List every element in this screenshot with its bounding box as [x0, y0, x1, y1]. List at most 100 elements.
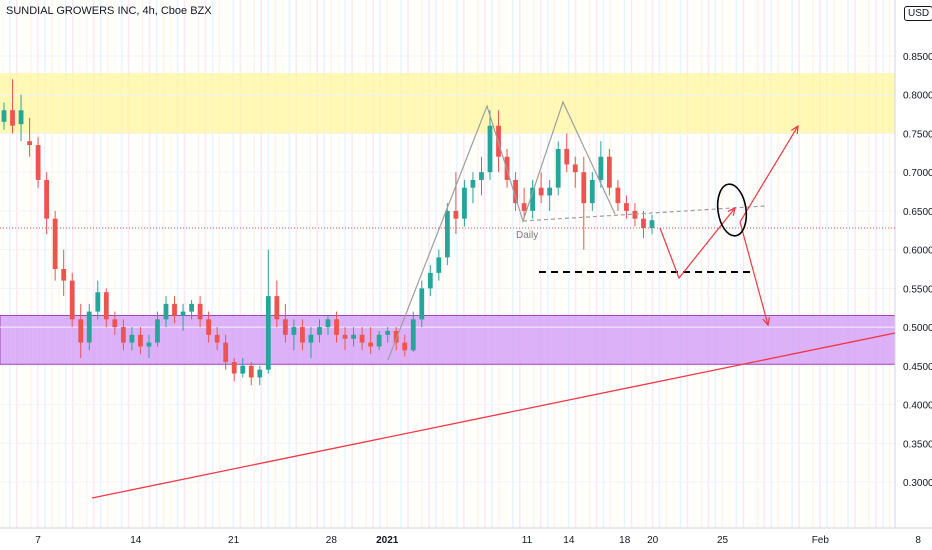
session-stripe: [539, 0, 542, 528]
candle-body: [10, 110, 15, 126]
candle-body: [641, 218, 646, 228]
session-stripe: [763, 0, 766, 528]
candle-body: [581, 172, 587, 204]
bear-arrowhead: [762, 317, 771, 327]
candle-body: [180, 311, 186, 316]
y-tick-label: 0.3500: [903, 439, 932, 450]
y-tick-label: 0.8000: [903, 91, 932, 102]
candle-body: [632, 210, 638, 219]
candle-body: [325, 319, 331, 328]
candle-body: [155, 319, 160, 343]
candle-body: [27, 141, 32, 146]
session-stripe: [246, 0, 249, 528]
y-tick-label: 0.8500: [903, 52, 932, 63]
session-stripe: [784, 0, 787, 528]
candle-body: [589, 179, 595, 204]
candle-body: [103, 292, 109, 320]
candle-body: [427, 272, 433, 289]
session-stripe: [616, 0, 619, 528]
session-stripe: [148, 0, 151, 528]
session-stripe: [113, 0, 116, 528]
candle-body: [317, 327, 322, 335]
candle-body: [257, 369, 263, 378]
session-stripe: [253, 0, 256, 528]
candle-body: [436, 257, 442, 273]
session-stripe: [30, 0, 32, 528]
session-stripe: [372, 0, 374, 528]
candle-body: [487, 125, 493, 173]
session-stripe: [560, 0, 563, 528]
session-stripe: [707, 0, 710, 528]
x-tick-label: 25: [717, 535, 729, 546]
session-stripe: [386, 0, 388, 528]
y-tick-label: 0.5000: [903, 323, 932, 334]
session-stripe: [316, 0, 318, 528]
bull-scenario-arrow: [739, 125, 799, 223]
projection-arrowhead: [727, 206, 736, 216]
session-stripe: [176, 0, 179, 528]
session-stripe: [9, 0, 11, 528]
candle-body: [444, 210, 450, 258]
session-stripe: [407, 0, 409, 528]
y-tick-label: 0.4500: [903, 362, 932, 373]
x-tick-label: 18: [619, 535, 631, 546]
x-tick-label: 2021: [376, 535, 399, 546]
x-tick-label: 11: [522, 535, 533, 546]
session-stripe: [505, 0, 507, 528]
candle-body: [410, 319, 416, 351]
candle-body: [300, 327, 305, 343]
candle-body: [564, 148, 570, 165]
session-stripe: [288, 0, 291, 528]
currency-button[interactable]: USD: [904, 6, 932, 21]
session-stripe: [595, 0, 598, 528]
session-stripe: [85, 0, 88, 528]
candle-body: [240, 365, 246, 374]
session-stripe: [644, 0, 647, 528]
session-stripe: [337, 0, 339, 528]
session-stripe: [393, 0, 395, 528]
session-stripe: [358, 0, 360, 528]
session-stripe: [805, 0, 807, 528]
candle-body: [214, 334, 220, 343]
session-stripe: [637, 0, 640, 528]
candle-body: [138, 334, 143, 347]
session-stripe: [861, 0, 863, 528]
session-stripe: [120, 0, 123, 528]
session-stripe: [686, 0, 689, 528]
session-stripe: [379, 0, 381, 528]
session-stripe: [211, 0, 214, 528]
candle-body: [1, 110, 7, 122]
candle-body: [359, 334, 365, 343]
session-stripe: [281, 0, 284, 528]
session-stripe: [602, 0, 605, 528]
session-stripe: [567, 0, 570, 528]
candle-body: [649, 220, 655, 228]
session-stripe: [609, 0, 612, 528]
candle-body: [112, 319, 118, 328]
session-stripe: [651, 0, 654, 528]
session-stripe: [700, 0, 703, 528]
session-stripe: [2, 0, 4, 528]
session-stripe: [106, 0, 109, 528]
x-tick-label: 14: [563, 535, 575, 546]
session-stripe: [477, 0, 479, 528]
candle-body: [231, 361, 237, 374]
candle-body: [35, 145, 41, 180]
session-stripe: [728, 0, 731, 528]
session-stripe: [484, 0, 486, 528]
y-tick-label: 0.3000: [903, 478, 932, 489]
session-stripe: [491, 0, 493, 528]
session-stripe: [169, 0, 172, 528]
candle-body: [402, 342, 408, 351]
session-stripe: [197, 0, 200, 528]
neckline: [522, 205, 766, 222]
session-stripe: [498, 0, 500, 528]
candle-body: [120, 327, 126, 343]
session-stripe: [50, 0, 53, 528]
session-stripe: [742, 0, 745, 528]
session-stripe: [428, 0, 430, 528]
candle-body: [95, 292, 101, 312]
candle-body: [197, 303, 203, 320]
y-tick-label: 0.4000: [903, 401, 932, 412]
